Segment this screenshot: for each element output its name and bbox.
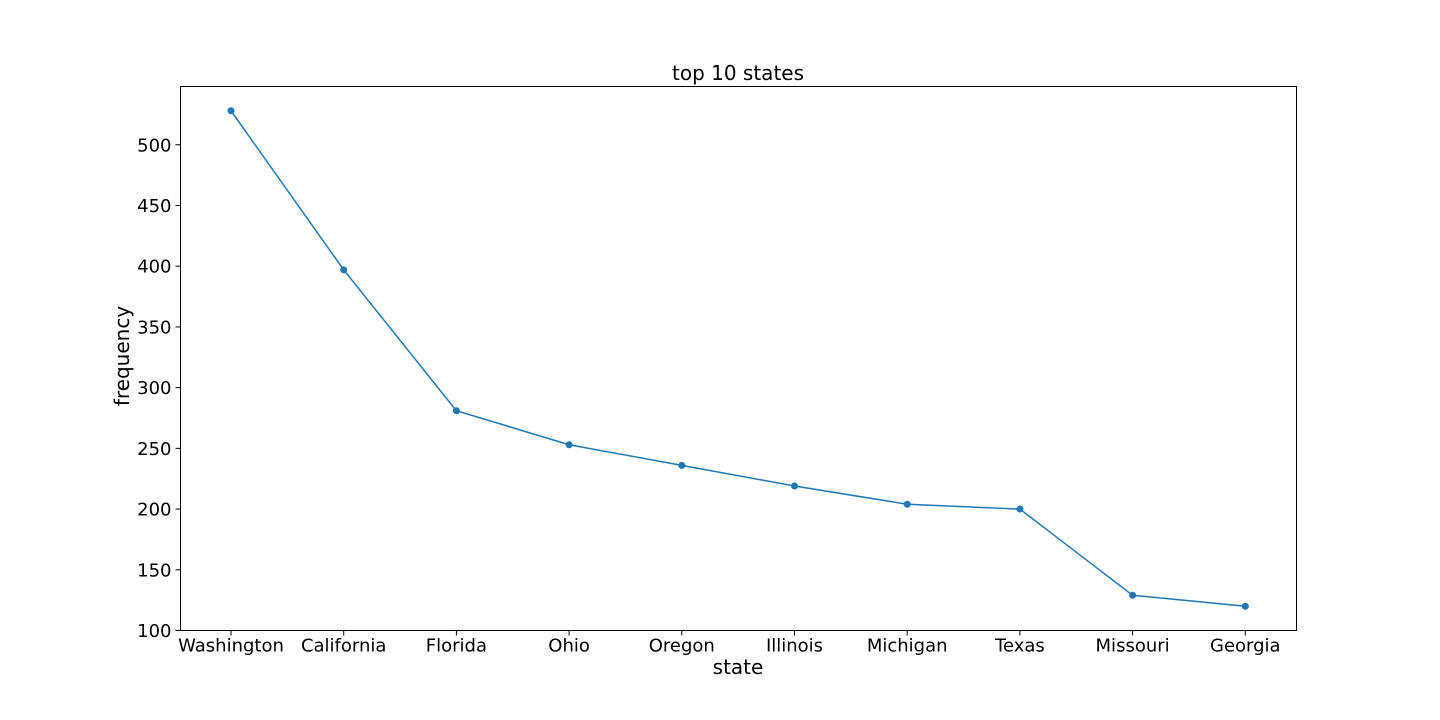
x-axis-ticks: Washington California Florida Ohio Oregon Ill… — [178, 630, 1281, 657]
data-point — [1016, 505, 1024, 513]
x-tick-label: Washington — [178, 636, 284, 657]
y-tick-label: 300 — [137, 378, 171, 399]
y-tick-label: 400 — [137, 257, 171, 278]
y-axis-title: frequency — [110, 306, 134, 406]
y-tick-label: 500 — [137, 135, 171, 156]
data-point — [903, 500, 911, 508]
y-axis-ticks: 100 150 200 250 300 350 400 450 500 — [137, 135, 181, 642]
series-group — [227, 107, 1249, 610]
y-tick-label: 350 — [137, 317, 171, 338]
y-tick-label: 450 — [137, 196, 171, 217]
y-tick-label: 200 — [137, 500, 171, 521]
y-tick-label: 250 — [137, 439, 171, 460]
x-tick-label: Ohio — [548, 636, 590, 657]
x-tick-label: Missouri — [1096, 636, 1170, 657]
series-line — [230, 110, 1246, 607]
data-point — [678, 461, 686, 469]
x-tick-label: Georgia — [1210, 636, 1281, 657]
data-point — [227, 107, 235, 115]
data-point — [565, 441, 573, 449]
x-tick-label: Texas — [994, 636, 1045, 657]
data-point — [340, 266, 348, 274]
x-tick-label: Illinois — [766, 636, 823, 657]
data-point — [1129, 591, 1137, 599]
data-point — [1241, 602, 1249, 610]
data-point — [452, 407, 460, 415]
x-tick-label: California — [301, 636, 386, 657]
x-axis-title: state — [713, 655, 764, 679]
x-tick-label: Florida — [426, 636, 487, 657]
x-tick-label: Michigan — [867, 636, 948, 657]
y-tick-label: 100 — [137, 621, 171, 642]
chart-title: top 10 states — [672, 61, 804, 85]
data-point — [791, 482, 798, 490]
y-tick-label: 150 — [137, 560, 171, 581]
x-tick-label: Oregon — [649, 636, 715, 657]
plot-area-frame — [180, 86, 1297, 631]
